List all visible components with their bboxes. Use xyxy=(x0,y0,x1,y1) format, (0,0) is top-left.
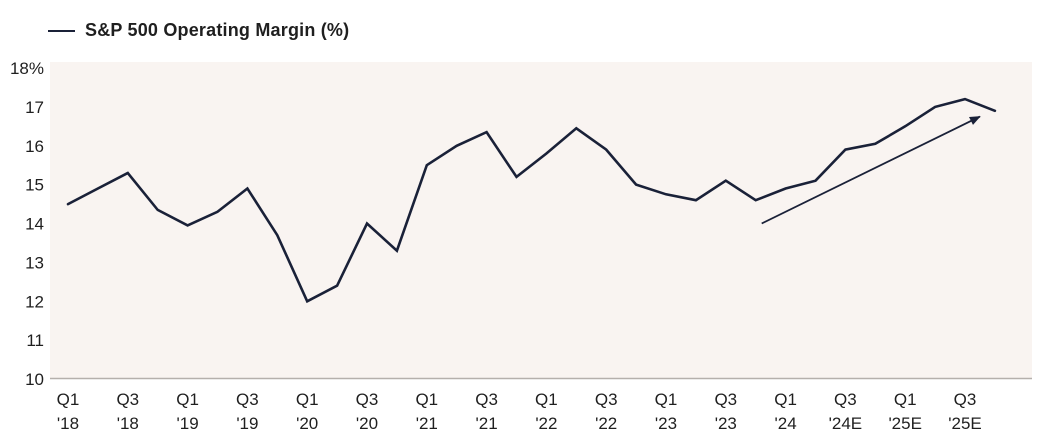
y-tick-label: 13 xyxy=(25,253,44,272)
x-tick-label: Q3 xyxy=(595,390,618,409)
y-tick-label: 15 xyxy=(25,176,44,195)
y-tick-label: 14 xyxy=(25,215,44,234)
x-tick-label: Q1 xyxy=(415,390,438,409)
x-tick-label: Q1 xyxy=(894,390,917,409)
x-tick-label: Q3 xyxy=(236,390,259,409)
x-tick-label: '21 xyxy=(476,414,498,433)
x-tick-label: '25E xyxy=(888,414,922,433)
y-tick-label: 18% xyxy=(10,59,44,78)
x-tick-label: '22 xyxy=(535,414,557,433)
y-tick-label: 10 xyxy=(25,370,44,389)
y-tick-label: 17 xyxy=(25,98,44,117)
legend: S&P 500 Operating Margin (%) xyxy=(48,20,349,41)
x-tick-label: Q3 xyxy=(475,390,498,409)
x-tick-label: Q3 xyxy=(834,390,857,409)
x-tick-label: '22 xyxy=(595,414,617,433)
legend-label: S&P 500 Operating Margin (%) xyxy=(85,20,350,40)
x-tick-label: '24E xyxy=(829,414,863,433)
x-tick-label: Q1 xyxy=(296,390,319,409)
x-tick-label: Q3 xyxy=(714,390,737,409)
x-axis: Q1 '18 Q3 '18 Q1 '19 Q3 '19 Q1 '20 Q3 '20 Q1 '21 Q3 '21… xyxy=(57,390,982,433)
x-tick-label: '21 xyxy=(416,414,438,433)
legend-line-swatch xyxy=(48,29,75,32)
x-tick-label: '24 xyxy=(775,414,797,433)
x-tick-label: Q3 xyxy=(954,390,977,409)
x-tick-label: '20 xyxy=(296,414,318,433)
x-tick-label: Q1 xyxy=(655,390,678,409)
x-tick-label: '23 xyxy=(715,414,737,433)
x-tick-label: '18 xyxy=(117,414,139,433)
operating-margin-series-line xyxy=(66,97,997,304)
x-tick-label: Q1 xyxy=(535,390,558,409)
y-axis: 18% 17 16 15 14 13 12 11 10 xyxy=(10,59,44,389)
plot-background xyxy=(50,62,1032,379)
x-tick-label: '20 xyxy=(356,414,378,433)
x-tick-label: '25E xyxy=(948,414,982,433)
upward-trend-arrow xyxy=(761,115,981,225)
y-tick-label: 11 xyxy=(26,331,44,350)
x-tick-label: '23 xyxy=(655,414,677,433)
x-tick-label: Q1 xyxy=(176,390,199,409)
x-tick-label: '19 xyxy=(177,414,199,433)
y-tick-label: 12 xyxy=(25,292,44,311)
x-tick-label: Q1 xyxy=(57,390,80,409)
y-tick-label: 16 xyxy=(25,137,44,156)
x-tick-label: '19 xyxy=(236,414,258,433)
x-tick-label: Q3 xyxy=(116,390,139,409)
x-tick-label: Q1 xyxy=(774,390,797,409)
x-tick-label: Q3 xyxy=(356,390,379,409)
x-tick-label: '18 xyxy=(57,414,79,433)
